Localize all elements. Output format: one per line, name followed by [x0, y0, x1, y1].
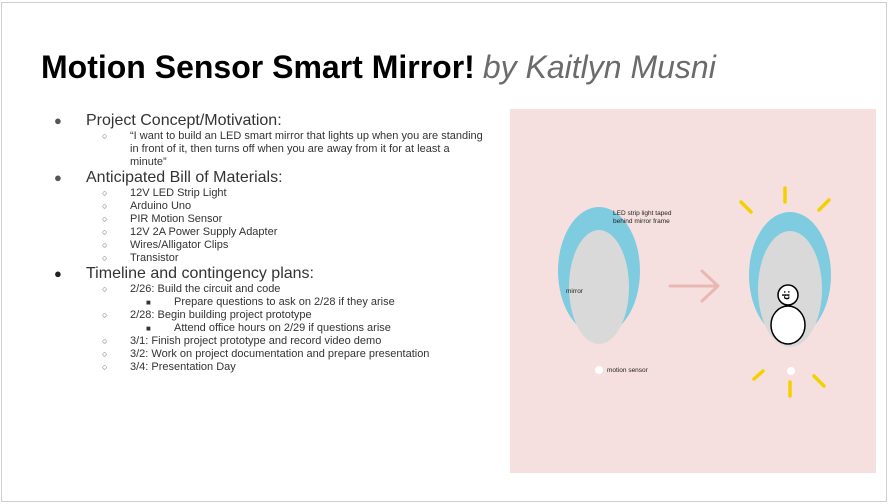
- material-item: ○ Transistor: [52, 252, 492, 265]
- glow-rays-icon: [739, 186, 831, 398]
- concept-quote-item: ○ “I want to build an LED smart mirror t…: [52, 130, 492, 169]
- timeline-text: 3/4: Presentation Day: [130, 361, 236, 373]
- bullet-circle: ○: [102, 227, 108, 237]
- material-item: ○ 12V LED Strip Light: [52, 187, 492, 200]
- timeline-item: ○ 3/2: Work on project documentation and …: [52, 348, 492, 361]
- materials-heading: Anticipated Bill of Materials:: [86, 169, 283, 186]
- arrow-right-icon: [668, 269, 720, 303]
- bullet-circle: ○: [102, 214, 108, 224]
- strip-label-line2: behind mirror frame: [613, 218, 670, 225]
- concept-heading: Project Concept/Motivation:: [86, 112, 282, 129]
- bullet-dot: ●: [54, 170, 62, 185]
- bullet-square: ■: [146, 298, 151, 307]
- timeline-heading-item: ● Timeline and contingency plans:: [52, 265, 492, 283]
- material-item: ○ Wires/Alligator Clips: [52, 239, 492, 252]
- material-item: ○ PIR Motion Sensor: [52, 213, 492, 226]
- concept-heading-item: ● Project Concept/Motivation:: [52, 112, 492, 130]
- timeline-item: ○ 3/4: Presentation Day: [52, 361, 492, 374]
- concept-quote: “I want to build an LED smart mirror tha…: [130, 130, 483, 168]
- material-text: Arduino Uno: [130, 200, 192, 212]
- motion-sensor-label: motion sensor: [607, 367, 649, 374]
- bullet-circle: ○: [102, 240, 108, 250]
- timeline-item: ○ 2/26: Build the circuit and code: [52, 283, 492, 296]
- strip-label-line1: LED strip light taped: [613, 210, 672, 217]
- timeline-text: 3/1: Finish project prototype and record…: [130, 335, 382, 347]
- material-item: ○ Arduino Uno: [52, 200, 492, 213]
- mirror-glass-off: [569, 230, 629, 344]
- bullet-circle: ○: [102, 131, 108, 141]
- bullet-circle: ○: [102, 188, 108, 198]
- bullet-list: ● Project Concept/Motivation: ○ “I want …: [52, 112, 492, 374]
- material-text: PIR Motion Sensor: [130, 213, 223, 225]
- material-text: 12V LED Strip Light: [130, 187, 227, 199]
- bullet-dot: ●: [54, 266, 62, 281]
- bullet-circle: ○: [102, 201, 108, 211]
- material-item: ○ 12V 2A Power Supply Adapter: [52, 226, 492, 239]
- timeline-subitem: ■ Prepare questions to ask on 2/28 if the…: [52, 296, 492, 309]
- timeline-subtext: Attend office hours on 2/29 if questions…: [174, 322, 391, 334]
- material-text: 12V 2A Power Supply Adapter: [130, 226, 278, 238]
- material-text: Wires/Alligator Clips: [130, 239, 229, 251]
- timeline-text: 2/26: Build the circuit and code: [130, 283, 281, 295]
- timeline-text: 2/28: Begin building project prototype: [130, 309, 312, 321]
- title-main: Motion Sensor Smart Mirror!: [41, 49, 475, 85]
- timeline-heading: Timeline and contingency plans:: [86, 265, 314, 282]
- mirror-label: mirror: [566, 288, 584, 295]
- materials-heading-item: ● Anticipated Bill of Materials:: [52, 169, 492, 187]
- bullet-circle: ○: [102, 284, 108, 294]
- bullet-circle: ○: [102, 362, 108, 372]
- bullet-circle: ○: [102, 336, 108, 346]
- bullet-circle: ○: [102, 310, 108, 320]
- bullet-circle: ○: [102, 253, 108, 263]
- bullet-dot: ●: [54, 113, 62, 128]
- bullet-square: ■: [146, 324, 151, 333]
- mirror-diagram: LED strip light taped behind mirror fram…: [510, 109, 876, 473]
- timeline-subtext: Prepare questions to ask on 2/28 if they…: [174, 296, 395, 308]
- motion-sensor-on: [787, 367, 795, 375]
- timeline-text: 3/2: Work on project documentation and p…: [130, 348, 430, 360]
- timeline-subitem: ■ Attend office hours on 2/29 if question…: [52, 322, 492, 335]
- person-icon: [770, 284, 806, 345]
- title-author: by Kaitlyn Musni: [482, 49, 716, 85]
- face-glyph: :p: [781, 290, 792, 299]
- slide-title: Motion Sensor Smart Mirror! by Kaitlyn Mu…: [41, 47, 716, 87]
- bullet-circle: ○: [102, 349, 108, 359]
- timeline-item: ○ 2/28: Begin building project prototype: [52, 309, 492, 322]
- mirror-diagram-svg: LED strip light taped behind mirror fram…: [558, 186, 831, 398]
- motion-sensor-off: [595, 366, 603, 374]
- timeline-item: ○ 3/1: Finish project prototype and recor…: [52, 335, 492, 348]
- material-text: Transistor: [130, 252, 179, 264]
